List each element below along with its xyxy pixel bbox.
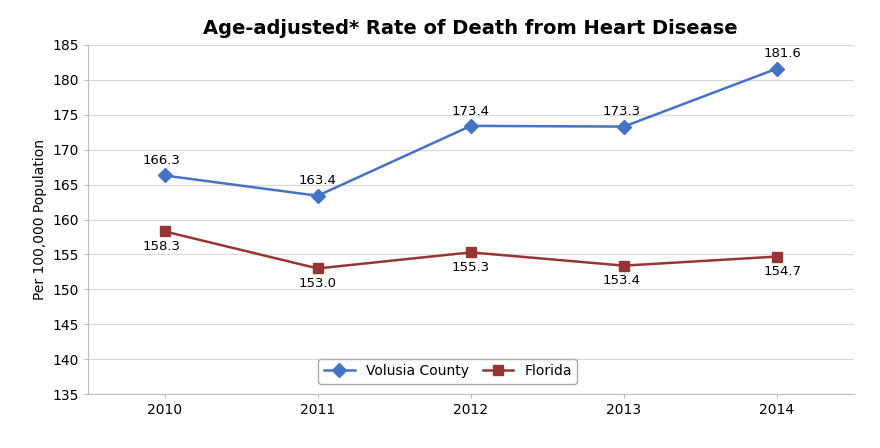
Text: 181.6: 181.6 xyxy=(764,47,802,60)
Title: Age-adjusted* Rate of Death from Heart Disease: Age-adjusted* Rate of Death from Heart D… xyxy=(203,19,738,38)
Volusia County xyxy=(312,193,323,198)
Florida xyxy=(159,229,170,234)
Text: 173.4: 173.4 xyxy=(451,104,490,117)
Y-axis label: Per 100,000 Population: Per 100,000 Population xyxy=(33,139,47,300)
Florida xyxy=(772,254,782,259)
Florida xyxy=(466,250,476,255)
Text: 166.3: 166.3 xyxy=(143,154,180,167)
Florida xyxy=(312,266,323,271)
Florida xyxy=(619,263,629,268)
Text: 153.0: 153.0 xyxy=(298,277,337,290)
Line: Volusia County: Volusia County xyxy=(159,64,782,201)
Volusia County xyxy=(159,173,170,178)
Text: 173.3: 173.3 xyxy=(602,105,641,118)
Line: Florida: Florida xyxy=(159,227,782,273)
Volusia County xyxy=(619,124,629,129)
Text: 158.3: 158.3 xyxy=(143,240,180,253)
Legend: Volusia County, Florida: Volusia County, Florida xyxy=(319,359,577,384)
Volusia County xyxy=(466,123,476,129)
Text: 154.7: 154.7 xyxy=(764,265,802,278)
Text: 153.4: 153.4 xyxy=(602,274,640,287)
Text: 163.4: 163.4 xyxy=(298,174,337,187)
Text: 155.3: 155.3 xyxy=(451,261,490,274)
Volusia County xyxy=(772,66,782,71)
